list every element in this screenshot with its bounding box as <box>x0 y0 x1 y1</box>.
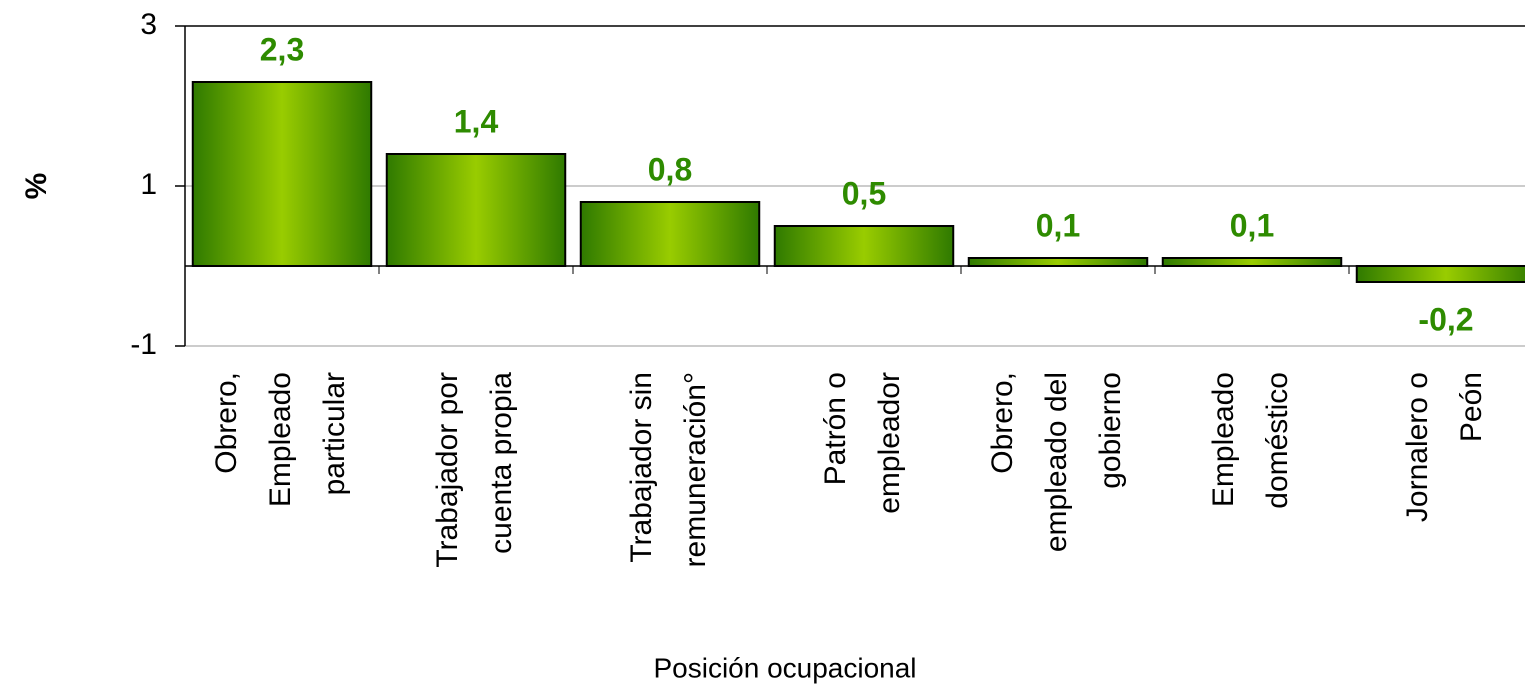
bar <box>579 201 761 267</box>
x-axis-label: Posición ocupacional <box>653 652 916 683</box>
x-tick-label: gobierno <box>1094 372 1127 489</box>
y-tick-label: 1 <box>140 168 157 201</box>
x-tick-label: Patrón o <box>819 372 852 485</box>
x-tick-label: Empleado <box>1207 372 1240 507</box>
data-label: -0,2 <box>1418 301 1473 337</box>
plot: -1 1 3 Obrero, Empleado particular 2,3 Trabajad… <box>130 8 1525 568</box>
x-tick-label: Trabajador por <box>431 372 464 568</box>
x-tick-label: particular <box>318 372 351 495</box>
x-tick-label: Obrero, <box>210 372 243 474</box>
data-label: 0,1 <box>1230 207 1274 243</box>
data-label: 0,1 <box>1036 207 1080 243</box>
data-label: 0,5 <box>842 175 886 211</box>
bar <box>773 225 955 267</box>
x-tick-label: remuneración° <box>679 372 712 567</box>
data-label: 2,3 <box>260 31 304 67</box>
y-tick-label: -1 <box>130 328 157 361</box>
x-tick-label: Peón <box>1455 372 1488 442</box>
data-label: 0,8 <box>648 151 692 187</box>
bar <box>1355 265 1525 283</box>
bar <box>967 257 1149 267</box>
data-label: 1,4 <box>454 103 499 139</box>
x-tick-label: empleado del <box>1040 372 1073 552</box>
y-axis-label: % <box>20 173 53 200</box>
bar <box>1161 257 1343 267</box>
x-tick-label: doméstico <box>1261 372 1294 509</box>
x-tick-label: empleador <box>873 372 906 514</box>
x-tick-label: cuenta propia <box>485 372 518 554</box>
x-tick-label: Jornalero o <box>1401 372 1434 522</box>
x-tick-label: Obrero, <box>986 372 1019 474</box>
x-tick-label: Empleado <box>264 372 297 507</box>
y-tick-label: 3 <box>140 8 157 41</box>
bar <box>191 81 373 267</box>
x-tick-label: Trabajador sin <box>625 372 658 563</box>
bar <box>385 153 567 267</box>
